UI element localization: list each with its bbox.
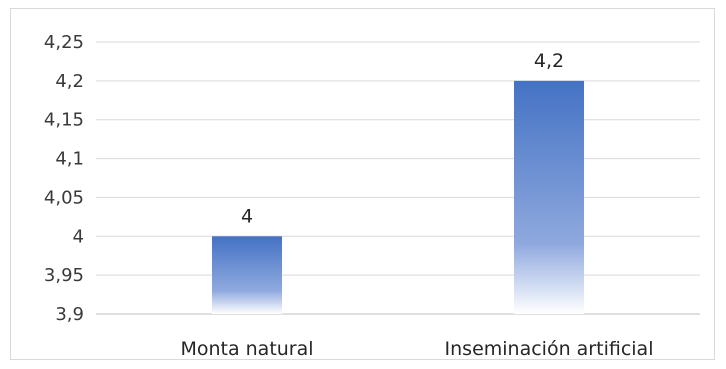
y-tick-label: 4,2: [55, 71, 84, 92]
gridlines: [96, 41, 700, 315]
y-axis-ticks: 3,9 3,95 4 4,05 4,1 4,15 4,2 4,25: [44, 32, 84, 325]
y-tick-label: 4,25: [44, 32, 84, 53]
x-category-label: Monta natural: [180, 338, 313, 360]
y-tick-label: 3,95: [44, 265, 84, 286]
x-category-label: Inseminación artificial: [445, 338, 654, 360]
y-tick-label: 4,15: [44, 110, 84, 131]
data-label: 4,2: [534, 50, 564, 72]
bar-2: [514, 80, 584, 314]
y-tick-label: 4: [73, 226, 84, 247]
y-tick-label: 4,1: [55, 149, 84, 170]
bars: 44,2: [212, 50, 584, 314]
chart-frame: [10, 8, 715, 360]
bar-1: [212, 236, 282, 314]
data-label: 4: [241, 205, 253, 227]
y-tick-label: 3,9: [55, 304, 84, 325]
y-tick-label: 4,05: [44, 187, 84, 208]
x-axis-categories: Monta natural Inseminación artificial: [180, 338, 653, 360]
